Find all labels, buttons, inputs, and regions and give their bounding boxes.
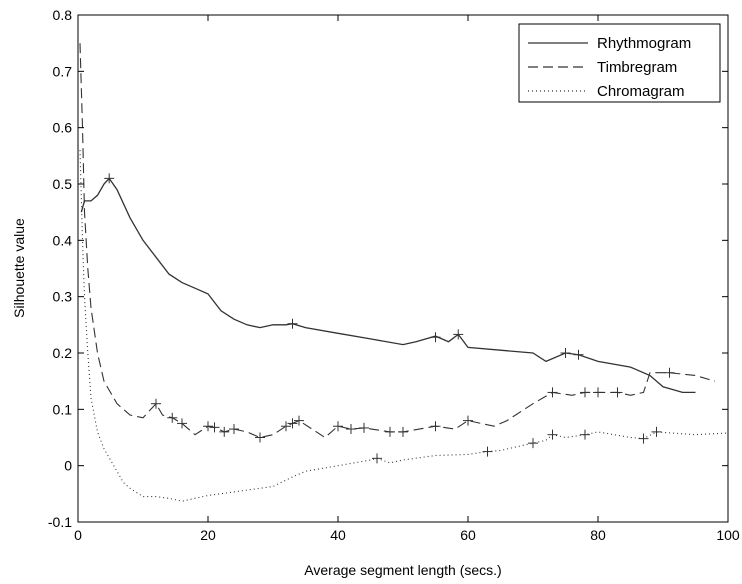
legend: Rhythmogram Timbregram Chromagram xyxy=(518,23,721,103)
data-point-marker xyxy=(287,318,298,329)
data-point-marker xyxy=(167,412,178,423)
data-point-marker xyxy=(463,415,473,426)
data-point-marker xyxy=(333,421,343,432)
y-tick-label: 0.2 xyxy=(53,345,73,361)
data-point-marker xyxy=(294,415,304,426)
data-point-marker xyxy=(287,418,298,429)
data-point-marker xyxy=(612,387,623,398)
data-point-marker xyxy=(177,418,187,429)
series-timbregram xyxy=(79,43,716,443)
legend-label: Rhythmogram xyxy=(597,35,691,52)
series-rhythmogram xyxy=(80,173,696,394)
data-point-marker xyxy=(580,429,590,440)
data-point-marker xyxy=(359,422,369,433)
series-line-chromagram xyxy=(79,150,728,502)
y-tick-label: 0 xyxy=(64,458,72,474)
x-tick-label: 20 xyxy=(200,527,216,543)
data-point-marker xyxy=(430,421,441,432)
data-point-marker xyxy=(229,424,239,435)
y-axis-label: Silhouette value xyxy=(11,218,27,318)
data-point-marker xyxy=(255,432,265,443)
data-point-marker xyxy=(398,426,408,437)
series-chromagram xyxy=(79,150,728,502)
x-tick-label: 100 xyxy=(716,527,740,543)
ticks-layer: 0 20 40 60 80 100-0.100.10.20.30.40.50.60.70.… xyxy=(48,7,740,543)
x-axis-label: Average segment length (secs.) xyxy=(304,562,501,578)
data-point-marker xyxy=(573,349,584,360)
data-point-marker xyxy=(209,422,220,433)
x-tick-label: 60 xyxy=(460,527,476,543)
y-tick-label: 0.8 xyxy=(53,7,73,23)
plot-area: 0 20 40 60 80 100-0.100.10.20.30.40.50.60.70.… xyxy=(48,7,740,543)
data-point-marker xyxy=(385,426,395,437)
x-tick-label: 0 xyxy=(74,527,82,543)
x-tick-label: 80 xyxy=(590,527,606,543)
series-layer xyxy=(79,43,728,502)
y-tick-label: 0.4 xyxy=(53,232,73,248)
legend-entry-chromagram: Chromagram xyxy=(528,83,685,100)
data-point-marker xyxy=(104,173,115,184)
data-point-marker xyxy=(453,329,464,340)
data-point-marker xyxy=(430,332,441,343)
data-point-marker xyxy=(593,387,603,398)
y-tick-label: 0.1 xyxy=(53,401,73,417)
data-point-marker xyxy=(560,348,571,358)
legend-label: Chromagram xyxy=(597,83,685,100)
data-point-marker xyxy=(203,421,213,432)
y-tick-label: 0.5 xyxy=(53,176,73,192)
data-point-marker xyxy=(151,398,161,409)
data-point-marker xyxy=(219,426,230,437)
data-point-marker xyxy=(664,367,675,378)
data-point-marker xyxy=(580,387,590,398)
legend-entry-timbregram: Timbregram xyxy=(528,59,677,76)
y-tick-label: 0.6 xyxy=(53,120,73,136)
y-tick-label: 0.3 xyxy=(53,289,73,305)
legend-label: Timbregram xyxy=(597,59,677,76)
y-tick-label: -0.1 xyxy=(48,514,72,530)
legend-box xyxy=(518,23,721,103)
legend-entry-rhythmogram: Rhythmogram xyxy=(528,35,691,52)
data-point-marker xyxy=(372,453,382,464)
data-point-marker xyxy=(482,446,493,457)
data-point-marker xyxy=(638,433,649,444)
data-point-marker xyxy=(651,426,662,437)
data-point-marker xyxy=(547,429,558,440)
x-tick-label: 40 xyxy=(330,527,346,543)
data-point-marker xyxy=(346,424,356,435)
data-point-marker xyxy=(528,438,538,449)
y-tick-label: 0.7 xyxy=(53,63,73,79)
data-point-marker xyxy=(281,421,291,432)
data-point-marker xyxy=(547,387,558,398)
